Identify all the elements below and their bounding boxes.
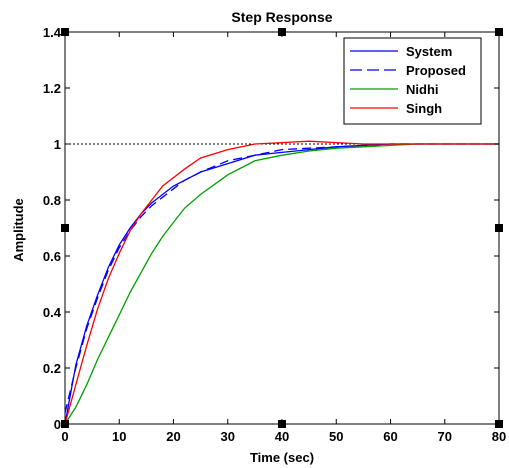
x-tick-label: 20 [166, 429, 180, 444]
x-tick-label: 70 [438, 429, 452, 444]
selection-handle [61, 28, 69, 36]
x-tick-label: 30 [221, 429, 235, 444]
y-tick-label: 1.2 [43, 81, 61, 96]
y-tick-label: 1 [54, 137, 61, 152]
y-tick-label: 1.4 [43, 25, 62, 40]
legend-label-system: System [406, 44, 452, 59]
x-tick-label: 50 [329, 429, 343, 444]
x-tick-label: 60 [383, 429, 397, 444]
legend-label-nidhi: Nidhi [406, 82, 439, 97]
y-tick-label: 0.4 [43, 305, 62, 320]
selection-handle [61, 420, 69, 428]
y-tick-label: 0.2 [43, 361, 61, 376]
x-axis-label: Time (sec) [250, 450, 314, 465]
selection-handle [278, 28, 286, 36]
legend-box [343, 37, 482, 125]
selection-handle [495, 420, 503, 428]
legend-label-singh: Singh [406, 101, 442, 116]
legend: System Proposed Nidhi Singh [343, 37, 482, 125]
series-line-nidhi [64, 143, 499, 425]
x-tick-label: 10 [112, 429, 126, 444]
series-line-proposed [64, 143, 499, 413]
y-tick-label: 0.8 [43, 193, 61, 208]
x-tick-label: 0 [61, 429, 68, 444]
y-axis-label: Amplitude [11, 198, 26, 262]
y-tick-label: 0.6 [43, 249, 61, 264]
selection-handle [278, 420, 286, 428]
series-line-singh [64, 140, 499, 425]
y-tick-label: 0 [54, 417, 61, 432]
chart-title: Step Response [231, 9, 332, 25]
selection-handle [61, 224, 69, 232]
selection-handle [495, 224, 503, 232]
selection-handle [495, 28, 503, 36]
x-tick-label: 40 [275, 429, 289, 444]
legend-label-proposed: Proposed [406, 63, 466, 78]
x-tick-label: 80 [492, 429, 506, 444]
